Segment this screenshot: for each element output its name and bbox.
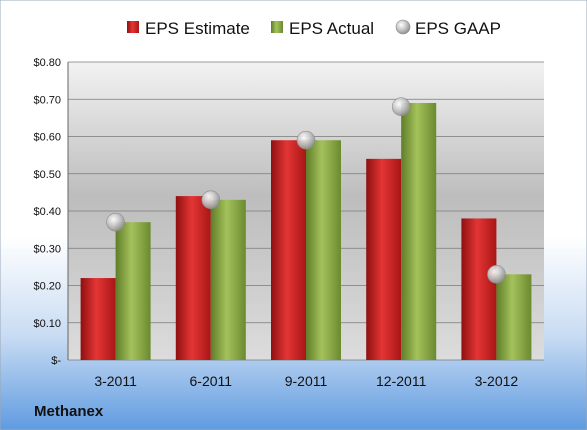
bar-eps-actual xyxy=(306,140,341,360)
y-tick-label: $0.30 xyxy=(33,243,61,255)
bar-eps-actual xyxy=(210,199,246,360)
x-tick-label: 3-2012 xyxy=(475,373,519,389)
x-tick-label: 9-2011 xyxy=(285,373,328,389)
gaap-marker xyxy=(391,97,411,116)
y-tick-label: $- xyxy=(51,355,61,367)
gaap-marker xyxy=(487,265,506,284)
gaap-marker xyxy=(201,190,221,210)
x-tick-label: 3-2011 xyxy=(94,373,137,389)
gaap-markers xyxy=(106,97,506,284)
legend-swatch-actual xyxy=(271,21,283,33)
y-axis: $- $0.10 $0.20 $0.30 $0.40 $0.50 $0.60 $0.70 $0.… xyxy=(33,57,69,367)
bar-eps-estimate xyxy=(461,218,497,360)
x-tick-label: 6-2011 xyxy=(190,373,233,389)
bar-eps-estimate xyxy=(271,140,306,360)
bar-eps-estimate xyxy=(80,278,116,360)
bar-eps-actual xyxy=(401,102,437,360)
y-tick-label: $0.50 xyxy=(33,169,61,181)
y-tick-label: $0.20 xyxy=(33,281,61,293)
legend-label-actual: EPS Actual xyxy=(289,19,374,38)
gaap-marker xyxy=(106,212,125,232)
y-tick-label: $0.80 xyxy=(33,57,61,69)
bar-eps-estimate xyxy=(366,158,402,360)
bar-eps-actual xyxy=(115,222,151,360)
legend-swatch-gaap xyxy=(395,19,411,35)
bars xyxy=(80,102,532,360)
legend-swatch-estimate xyxy=(127,21,139,33)
bar-eps-estimate xyxy=(175,196,211,360)
x-axis: 3-2011 6-2011 9-2011 12-2011 3-2012 xyxy=(94,373,518,389)
company-name: Methanex xyxy=(34,403,104,420)
x-tick-label: 12-2011 xyxy=(376,373,427,389)
legend-label-estimate: EPS Estimate xyxy=(145,19,250,38)
legend: EPS Estimate EPS Actual EPS GAAP xyxy=(127,19,501,38)
y-tick-label: $0.40 xyxy=(33,206,61,218)
bar-eps-actual xyxy=(496,274,532,360)
y-tick-label: $0.60 xyxy=(33,132,61,144)
legend-label-gaap: EPS GAAP xyxy=(415,19,501,38)
gaap-marker xyxy=(296,130,316,150)
y-tick-label: $0.10 xyxy=(33,318,61,330)
y-tick-label: $0.70 xyxy=(33,94,61,106)
